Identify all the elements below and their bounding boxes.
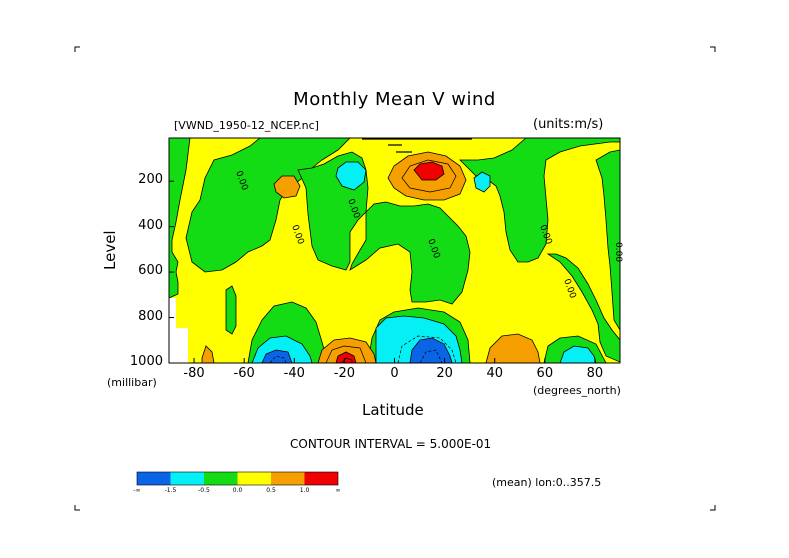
x-tick-label: -40 (283, 366, 305, 381)
cyan-region-upper-south (335, 161, 367, 191)
colorbar-label: 1.0 (299, 487, 310, 494)
x-tick-label: 40 (486, 366, 503, 381)
colorbar-swatch (304, 472, 338, 485)
source-label: [VWND_1950-12_NCEP.nc] (174, 119, 319, 132)
contour-field (169, 138, 620, 363)
blue-region-surface-mid (409, 337, 453, 363)
y-tick-label: 200 (138, 172, 163, 188)
colorbar-label: -0.5 (198, 487, 210, 494)
x-axis-label: Latitude (362, 401, 424, 419)
y-axis-label: Level (101, 230, 119, 270)
x-axis-unit: (degrees_north) (533, 384, 621, 397)
mean-label: (mean) lon:0..357.5 (492, 476, 602, 489)
y-tick-label: 800 (138, 308, 163, 324)
x-tick-label: -60 (233, 366, 255, 381)
x-tick-label: -20 (333, 366, 355, 381)
green-region-north (459, 138, 620, 263)
negative-contour-lines (269, 335, 457, 363)
colorbar-swatch (271, 472, 305, 485)
green-region-leftedge (169, 138, 191, 299)
colorbar-frame (136, 471, 339, 486)
colorbar-swatch (204, 472, 238, 485)
y-tick-label: 400 (138, 217, 163, 233)
colorbar-label: -∞ (133, 487, 141, 494)
x-tick-label: 20 (436, 366, 453, 381)
cyan-region-upper-north (473, 171, 491, 193)
x-tick-label: -80 (183, 366, 205, 381)
green-region-small-1 (225, 285, 237, 335)
x-tick-marks (193, 358, 596, 363)
orange-region-small-south (201, 345, 215, 363)
missing-data-strip-2 (176, 328, 188, 363)
missing-data-strip (169, 298, 176, 363)
red-region-surface (335, 351, 357, 363)
colorbar-swatch (137, 472, 171, 485)
colorbar-label: 0.0 (232, 487, 243, 494)
contour-inline-label: 0.00 (613, 242, 623, 262)
orange-region-upper-south (273, 175, 301, 199)
crop-marks (74, 46, 716, 511)
y-tick-label: 1000 (129, 354, 163, 369)
colorbar-label: ∞ (335, 487, 341, 494)
cyan-region-surface-north (559, 345, 597, 363)
colorbar-label: -1.5 (164, 487, 177, 494)
orange-region-surface-north (485, 333, 541, 363)
x-tick-label: 0 (390, 366, 399, 381)
top-strip-contours (362, 138, 472, 153)
chart-title: Monthly Mean V wind (293, 89, 496, 110)
contour-interval-label: CONTOUR INTERVAL = 5.000E-01 (290, 437, 492, 451)
colorbar-label: 0.5 (266, 487, 276, 494)
y-tick-label: 600 (138, 263, 163, 279)
colorbar-swatch (170, 472, 204, 485)
green-region-equatorial (349, 201, 471, 305)
green-region-northpole (595, 149, 620, 331)
units-label: (units:m/s) (533, 117, 604, 132)
orange-region-surface-south (317, 337, 377, 363)
colorbar-swatch (237, 472, 271, 485)
green-region-north-low (546, 253, 620, 363)
colorbar (136, 471, 339, 486)
red-region-jet (413, 161, 445, 181)
y-tick-marks (169, 180, 174, 364)
x-tick-label: 80 (586, 366, 604, 381)
x-tick-label: 60 (536, 366, 554, 381)
y-axis-unit: (millibar) (107, 376, 157, 389)
